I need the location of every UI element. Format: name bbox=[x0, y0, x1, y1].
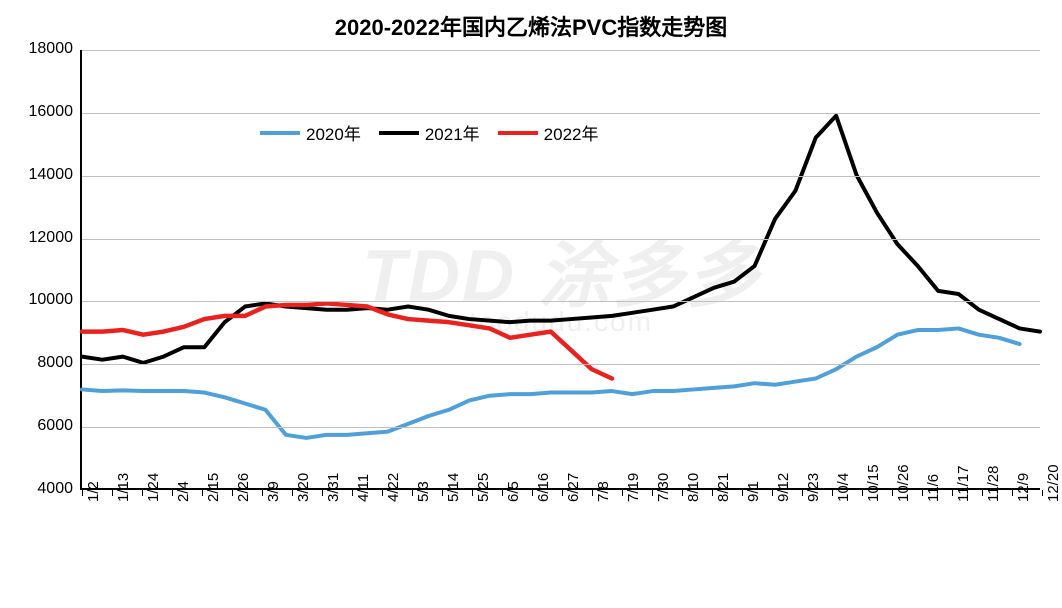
x-tick-label: 9/1 bbox=[745, 481, 762, 502]
x-tick-mark bbox=[172, 490, 173, 496]
x-tick-mark bbox=[832, 490, 833, 496]
x-tick-label: 4/11 bbox=[355, 474, 372, 502]
x-tick-mark bbox=[292, 490, 293, 496]
x-tick-mark bbox=[652, 490, 653, 496]
chart-title: 2020-2022年国内乙烯法PVC指数走势图 bbox=[0, 10, 1062, 42]
y-tick-label: 10000 bbox=[15, 291, 73, 309]
x-tick-mark bbox=[622, 490, 623, 496]
x-tick-label: 4/22 bbox=[385, 473, 402, 502]
x-tick-mark bbox=[712, 490, 713, 496]
x-tick-label: 5/14 bbox=[445, 473, 462, 502]
x-tick-mark bbox=[142, 490, 143, 496]
x-tick-mark bbox=[772, 490, 773, 496]
chart-container: 2020-2022年国内乙烯法PVC指数走势图 TDD 涂多多 toodudu.… bbox=[0, 0, 1062, 608]
x-tick-label: 5/25 bbox=[475, 473, 492, 502]
x-tick-label: 8/21 bbox=[715, 473, 732, 502]
x-tick-mark bbox=[922, 490, 923, 496]
y-tick-label: 16000 bbox=[15, 103, 73, 121]
x-tick-mark bbox=[322, 490, 323, 496]
grid-line bbox=[82, 113, 1040, 114]
x-tick-mark bbox=[682, 490, 683, 496]
x-tick-label: 1/13 bbox=[115, 473, 132, 502]
x-tick-mark bbox=[82, 490, 83, 496]
x-tick-label: 10/26 bbox=[895, 464, 912, 502]
x-tick-label: 11/17 bbox=[955, 466, 972, 502]
legend-label: 2020年 bbox=[306, 120, 361, 145]
y-tick-label: 12000 bbox=[15, 229, 73, 247]
x-tick-label: 10/4 bbox=[835, 473, 852, 502]
x-tick-label: 3/9 bbox=[265, 481, 282, 502]
legend-item: 2022年 bbox=[498, 120, 599, 145]
y-tick-label: 14000 bbox=[15, 166, 73, 184]
x-tick-label: 2/15 bbox=[205, 473, 222, 502]
y-tick-label: 4000 bbox=[15, 480, 73, 498]
x-tick-label: 2/4 bbox=[175, 481, 192, 502]
grid-line bbox=[82, 301, 1040, 302]
x-tick-mark bbox=[472, 490, 473, 496]
x-tick-mark bbox=[442, 490, 443, 496]
x-tick-label: 11/28 bbox=[985, 466, 1002, 502]
x-tick-label: 8/10 bbox=[685, 473, 702, 502]
x-tick-label: 3/31 bbox=[325, 473, 342, 502]
x-tick-mark bbox=[352, 490, 353, 496]
x-tick-mark bbox=[232, 490, 233, 496]
x-tick-label: 10/15 bbox=[865, 464, 882, 502]
x-tick-mark bbox=[502, 490, 503, 496]
x-tick-label: 11/6 bbox=[925, 474, 942, 502]
x-tick-label: 1/24 bbox=[145, 473, 162, 502]
grid-line bbox=[82, 50, 1040, 51]
plot-area: TDD 涂多多 toodudu.com bbox=[80, 50, 1040, 490]
grid-line bbox=[82, 176, 1040, 177]
x-tick-mark bbox=[892, 490, 893, 496]
grid-line bbox=[82, 239, 1040, 240]
x-tick-mark bbox=[202, 490, 203, 496]
x-tick-mark bbox=[562, 490, 563, 496]
legend-swatch bbox=[260, 131, 300, 135]
legend-item: 2021年 bbox=[379, 120, 480, 145]
x-tick-label: 6/27 bbox=[565, 473, 582, 502]
x-tick-label: 5/3 bbox=[415, 481, 432, 502]
x-tick-mark bbox=[802, 490, 803, 496]
x-tick-label: 1/2 bbox=[85, 481, 102, 502]
y-tick-label: 8000 bbox=[15, 354, 73, 372]
legend-swatch bbox=[379, 131, 419, 135]
x-tick-label: 12/20 bbox=[1045, 464, 1062, 502]
x-tick-mark bbox=[1012, 490, 1013, 496]
x-tick-label: 9/23 bbox=[805, 473, 822, 502]
x-tick-label: 6/16 bbox=[535, 473, 552, 502]
grid-line bbox=[82, 427, 1040, 428]
y-tick-label: 18000 bbox=[15, 40, 73, 58]
legend-label: 2022年 bbox=[544, 120, 599, 145]
legend-item: 2020年 bbox=[260, 120, 361, 145]
x-tick-mark bbox=[382, 490, 383, 496]
legend: 2020年 2021年 2022年 bbox=[260, 120, 598, 145]
x-tick-mark bbox=[112, 490, 113, 496]
x-tick-label: 7/19 bbox=[625, 473, 642, 502]
x-tick-mark bbox=[982, 490, 983, 496]
x-tick-mark bbox=[1042, 490, 1043, 496]
chart-lines bbox=[82, 50, 1040, 488]
x-tick-mark bbox=[862, 490, 863, 496]
x-tick-mark bbox=[262, 490, 263, 496]
series-line-2020年 bbox=[82, 328, 1020, 438]
x-tick-label: 7/30 bbox=[655, 473, 672, 502]
x-tick-label: 7/8 bbox=[595, 481, 612, 502]
legend-label: 2021年 bbox=[425, 120, 480, 145]
x-tick-label: 9/12 bbox=[775, 473, 792, 502]
x-tick-mark bbox=[412, 490, 413, 496]
x-tick-label: 2/26 bbox=[235, 473, 252, 502]
x-tick-mark bbox=[742, 490, 743, 496]
x-tick-mark bbox=[592, 490, 593, 496]
x-tick-label: 12/9 bbox=[1015, 473, 1032, 502]
y-tick-label: 6000 bbox=[15, 417, 73, 435]
grid-line bbox=[82, 364, 1040, 365]
x-tick-label: 6/5 bbox=[505, 481, 522, 502]
series-line-2022年 bbox=[82, 303, 612, 378]
legend-swatch bbox=[498, 131, 538, 135]
x-tick-mark bbox=[952, 490, 953, 496]
x-tick-mark bbox=[532, 490, 533, 496]
x-tick-label: 3/20 bbox=[295, 473, 312, 502]
